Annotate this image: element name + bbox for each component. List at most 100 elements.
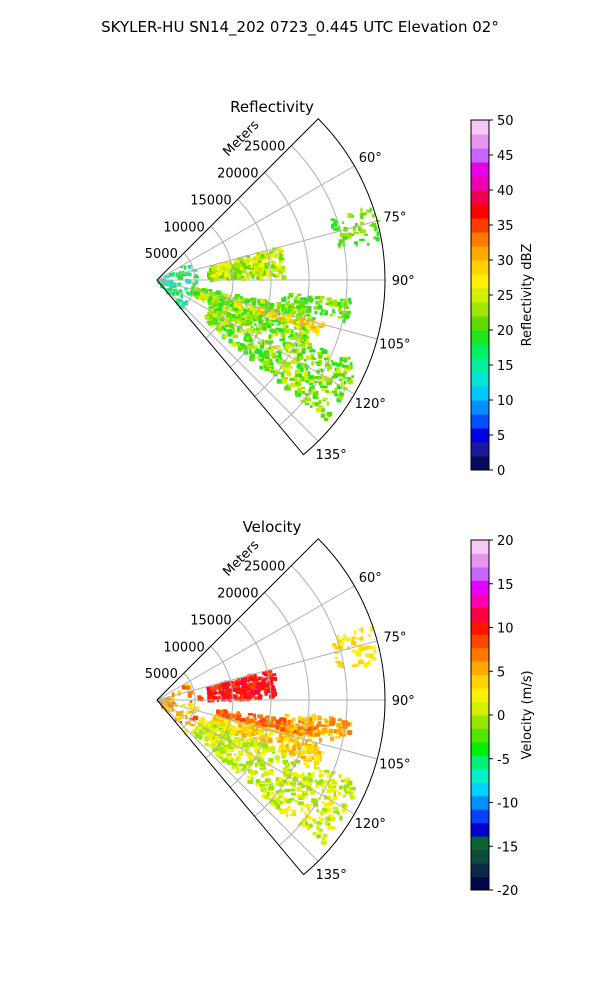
echo-gate — [212, 724, 218, 729]
echo-gate — [219, 721, 225, 726]
azimuth-tick-label: 135° — [315, 868, 346, 883]
echo-gate — [292, 348, 298, 351]
echo-gate — [324, 385, 328, 389]
echo-gate — [274, 329, 277, 334]
echo-gate — [281, 737, 285, 742]
echo-gate — [361, 631, 364, 634]
echo-gate — [301, 342, 306, 347]
echo-gate — [243, 693, 247, 699]
echo-gate — [340, 302, 345, 307]
echo-gate — [235, 730, 240, 733]
echo-gate — [288, 293, 294, 298]
echo-gate — [298, 719, 304, 723]
echo-gate — [270, 260, 274, 263]
echo-gate — [231, 694, 237, 699]
echo-gate — [264, 687, 270, 690]
echo-gate — [254, 310, 260, 314]
echo-gate — [306, 744, 310, 750]
echo-gate — [286, 325, 289, 329]
echo-gate — [242, 729, 248, 733]
echo-gate — [294, 799, 298, 803]
echo-gate — [240, 691, 244, 697]
echo-gate — [266, 719, 271, 724]
echo-gate — [265, 340, 269, 344]
echo-gate — [234, 717, 241, 721]
echo-gate — [236, 309, 240, 312]
echo-gate — [256, 356, 262, 359]
echo-gate — [241, 345, 248, 350]
echo-gate — [176, 711, 182, 716]
echo-gate — [321, 801, 324, 804]
echo-gate — [255, 721, 260, 724]
echo-gate — [343, 314, 349, 320]
echo-gate — [250, 325, 254, 328]
echo-gate — [239, 305, 243, 310]
echo-gate — [219, 743, 224, 746]
echo-gate — [176, 302, 180, 306]
echo-gate — [275, 374, 278, 377]
echo-gate — [224, 731, 229, 736]
velocity-grid — [156, 538, 386, 876]
echo-gate — [301, 334, 308, 338]
colorbar-swatch — [471, 755, 489, 770]
echo-gate — [333, 810, 339, 814]
echo-gate — [316, 766, 320, 770]
echo-gate — [310, 727, 315, 732]
echo-gate — [310, 734, 316, 737]
azimuth-tick-label: 105° — [379, 758, 410, 773]
echo-gate — [250, 310, 256, 313]
echo-gate — [316, 326, 320, 331]
echo-gate — [321, 309, 325, 312]
colorbar-swatch — [471, 344, 489, 359]
echo-gate — [315, 784, 319, 789]
echo-gate — [304, 370, 309, 375]
echo-gate — [281, 749, 285, 754]
echo-gate — [218, 263, 223, 267]
echo-gate — [236, 711, 241, 716]
echo-gate — [290, 360, 295, 364]
echo-gate — [282, 809, 289, 814]
echo-gate — [211, 267, 214, 272]
echo-gate — [270, 349, 275, 354]
echo-gate — [319, 769, 322, 773]
echo-gate — [308, 781, 312, 786]
echo-gate — [298, 752, 302, 758]
echo-gate — [205, 720, 210, 723]
echo-gate — [297, 801, 304, 806]
echo-gate — [263, 340, 267, 343]
echo-gate — [343, 370, 348, 375]
echo-gate — [216, 276, 219, 281]
echo-gate — [195, 291, 200, 296]
echo-gate — [270, 748, 274, 752]
echo-gate — [301, 776, 308, 779]
echo-gate — [236, 692, 242, 695]
echo-gate — [291, 792, 296, 796]
echo-gate — [275, 358, 279, 363]
echo-gate — [244, 265, 250, 270]
echo-gate — [186, 291, 189, 295]
echo-gate — [250, 770, 256, 776]
echo-gate — [255, 770, 258, 774]
echo-gate — [337, 372, 341, 377]
echo-gate — [220, 275, 226, 278]
echo-gate — [262, 265, 269, 269]
echo-gate — [282, 327, 287, 330]
colorbar-swatch — [471, 330, 489, 345]
echo-gate — [259, 762, 266, 767]
echo-gate — [344, 358, 348, 363]
echo-gate — [277, 246, 281, 252]
echo-gate — [240, 319, 247, 324]
echo-gate — [242, 734, 246, 738]
echo-gate — [271, 751, 276, 754]
echo-gate — [322, 397, 328, 401]
echo-gate — [281, 379, 287, 384]
echo-gate — [279, 338, 285, 342]
echo-gate — [241, 262, 245, 268]
echo-gate — [299, 725, 302, 728]
echo-gate — [316, 364, 321, 367]
echo-gate — [344, 777, 350, 783]
echo-gate — [283, 737, 288, 742]
echo-gate — [223, 728, 229, 731]
echo-gate — [263, 789, 267, 793]
echo-gate — [291, 809, 297, 813]
